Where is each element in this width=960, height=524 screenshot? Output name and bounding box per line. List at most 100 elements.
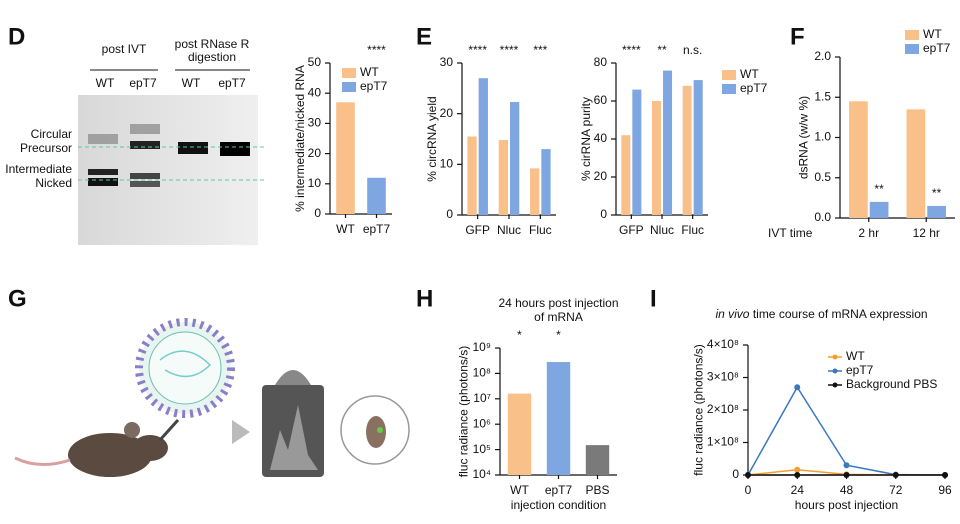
point bbox=[843, 462, 850, 469]
chart-title-italic: in vivo bbox=[715, 307, 749, 321]
x-tick-label: 0 bbox=[745, 483, 752, 497]
band-label: Precursor bbox=[20, 141, 72, 155]
x-tick-label: 48 bbox=[840, 483, 854, 497]
x-tick-label: 2 hr bbox=[858, 226, 879, 240]
lane-label: epT7 bbox=[218, 76, 246, 90]
x-tick-label: Nluc bbox=[650, 223, 674, 237]
y-tick-label: 10⁵ bbox=[473, 442, 491, 456]
bar bbox=[498, 140, 508, 215]
significance: n.s. bbox=[683, 43, 702, 57]
y-tick-label: 1.5 bbox=[814, 89, 831, 103]
y-tick-label: 20 bbox=[308, 146, 322, 160]
bar bbox=[336, 102, 355, 214]
bar bbox=[621, 135, 631, 215]
band-label: Circular bbox=[31, 127, 72, 141]
significance: * bbox=[517, 328, 522, 342]
y-tick-label: 0.0 bbox=[814, 210, 831, 224]
y-tick-label: 20 bbox=[440, 106, 454, 120]
x-tick-label: GFP bbox=[465, 223, 490, 237]
panel-label: I bbox=[650, 285, 657, 312]
x-tick-label: epT7 bbox=[363, 222, 391, 236]
bar bbox=[927, 205, 946, 218]
bar bbox=[546, 362, 571, 475]
panel-label: H bbox=[416, 285, 433, 312]
x-tick-label: 96 bbox=[938, 483, 952, 497]
bar bbox=[467, 136, 477, 215]
bar bbox=[510, 102, 520, 215]
x-tick-label: WT bbox=[510, 483, 529, 497]
lane-label: WT bbox=[96, 76, 115, 90]
legend-swatch bbox=[722, 84, 736, 94]
panel-label: E bbox=[416, 23, 432, 50]
panel-label: G bbox=[8, 285, 27, 312]
legend-swatch bbox=[342, 82, 356, 92]
y-tick-label: 2.0 bbox=[814, 49, 831, 63]
y-tick-label: 0 bbox=[732, 467, 739, 481]
x-tick-label: 12 hr bbox=[913, 226, 940, 240]
significance: * bbox=[556, 328, 561, 342]
y-axis-label: fluc radiance (photons/s) bbox=[692, 344, 706, 475]
y-tick-label: 10 bbox=[308, 176, 322, 190]
point bbox=[843, 471, 850, 478]
y-tick-label: 4×10⁸ bbox=[707, 337, 739, 351]
bar bbox=[906, 109, 926, 218]
legend-label: epT7 bbox=[846, 363, 874, 377]
significance: ** bbox=[874, 182, 884, 196]
significance: **** bbox=[367, 43, 386, 57]
significance: **** bbox=[622, 43, 641, 57]
legend-swatch bbox=[905, 30, 919, 40]
bar bbox=[682, 85, 692, 215]
legend-label: epT7 bbox=[360, 79, 388, 93]
point bbox=[892, 471, 899, 478]
y-tick-label: 10 bbox=[440, 157, 454, 171]
y-tick-label: 40 bbox=[594, 131, 608, 145]
bar bbox=[663, 70, 673, 215]
bar bbox=[478, 78, 488, 215]
legend-label: epT7 bbox=[740, 81, 768, 95]
significance: ** bbox=[932, 186, 942, 200]
x-tick-label: epT7 bbox=[545, 483, 573, 497]
y-axis-label: % intermediate/nicked RNA bbox=[293, 65, 307, 212]
y-tick-label: 10⁸ bbox=[473, 366, 491, 380]
x-tick-label: 72 bbox=[889, 483, 903, 497]
y-tick-label: 1.0 bbox=[814, 130, 831, 144]
gel-header: digestion bbox=[188, 50, 236, 64]
line bbox=[747, 385, 946, 476]
y-tick-label: 10⁹ bbox=[473, 340, 492, 354]
band-label: Nicked bbox=[35, 176, 72, 190]
bar bbox=[869, 201, 889, 218]
y-tick-label: 10⁶ bbox=[473, 416, 491, 430]
y-tick-label: 60 bbox=[594, 93, 608, 107]
x-axis-label: IVT time bbox=[768, 226, 813, 240]
y-tick-label: 40 bbox=[308, 85, 322, 99]
y-tick-label: 30 bbox=[308, 116, 322, 130]
y-axis-label: dsRNA (w/w %) bbox=[797, 96, 811, 179]
legend-swatch bbox=[832, 354, 838, 360]
gel-header: post RNase R bbox=[175, 37, 250, 51]
legend-swatch bbox=[832, 382, 838, 388]
legend-label: WT bbox=[923, 27, 942, 41]
x-axis-label: injection condition bbox=[511, 498, 606, 512]
y-tick-label: 3×10⁸ bbox=[707, 370, 739, 384]
y-axis-label: fluc radiance (photons/s) bbox=[457, 346, 471, 477]
chart-title-text: time course of mRNA expression bbox=[753, 307, 928, 321]
y-tick-label: 10⁴ bbox=[472, 467, 491, 481]
legend-label: epT7 bbox=[923, 41, 951, 55]
x-tick-label: PBS bbox=[585, 483, 609, 497]
y-tick-label: 1×10⁸ bbox=[707, 435, 739, 449]
bar bbox=[541, 149, 551, 215]
y-tick-label: 0 bbox=[314, 206, 321, 220]
bar bbox=[530, 168, 540, 215]
legend-swatch bbox=[722, 70, 736, 80]
panel-label: F bbox=[790, 23, 805, 50]
y-tick-label: 80 bbox=[594, 55, 608, 69]
y-tick-label: 50 bbox=[308, 55, 322, 69]
x-tick-label: Fluc bbox=[681, 223, 704, 237]
legend-label: WT bbox=[360, 65, 379, 79]
bar bbox=[632, 89, 642, 215]
significance: **** bbox=[468, 43, 487, 57]
legend-label: Background PBS bbox=[846, 377, 937, 391]
bar bbox=[585, 445, 610, 475]
gel-header: post IVT bbox=[102, 42, 147, 56]
band-label: Intermediate bbox=[5, 162, 72, 176]
